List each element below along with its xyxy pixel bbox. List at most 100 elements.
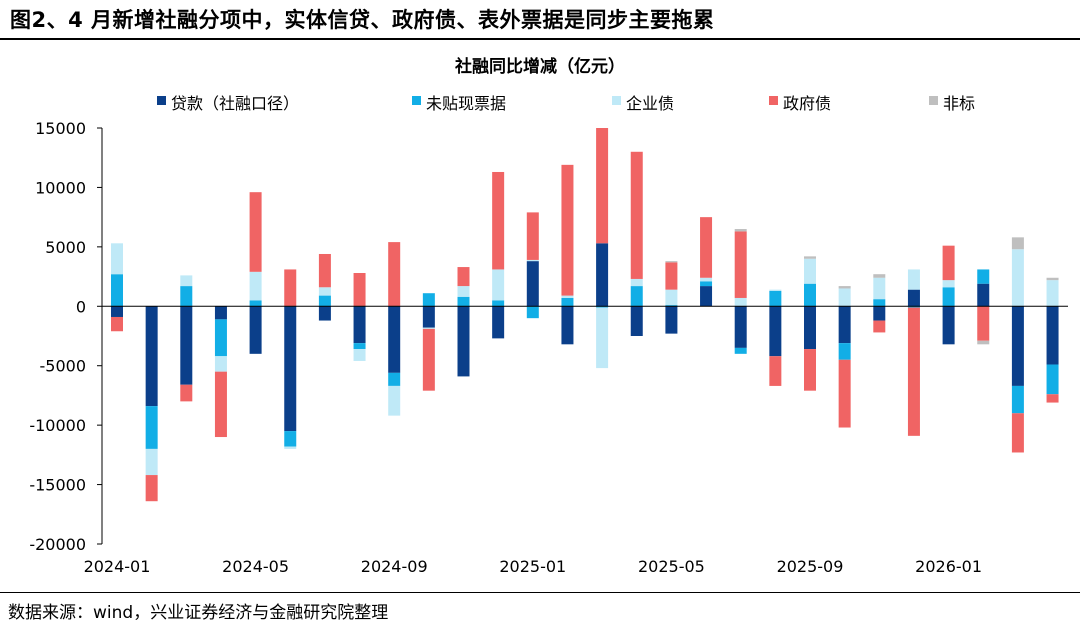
y-tick-label: -20000 [29, 535, 86, 554]
bar-gov_bonds-2025-12 [907, 307, 920, 436]
bar-gov_bonds-2026-01 [942, 245, 955, 281]
chart-title: 社融同比增减（亿元） [455, 57, 625, 77]
bar-bills-2024-08 [353, 343, 366, 350]
legend-label-non-standard: 非标 [943, 94, 976, 113]
bar-gov_bonds-2024-01 [111, 316, 123, 332]
bar-corp_bonds-2025-09 [804, 258, 816, 284]
x-tick-label: 2025-01 [499, 557, 566, 576]
bar-loans-2024-07 [318, 306, 331, 321]
bar-loans-2025-01 [526, 261, 539, 307]
bar-corp_bonds-2024-03 [180, 275, 193, 287]
bar-bills-2024-10 [422, 293, 435, 307]
bar-loans-2024-01 [111, 306, 123, 317]
bar-corp_bonds-2024-02 [145, 448, 158, 476]
bar-bills-2025-06 [700, 281, 713, 287]
legend-item-corp-bonds: 企业债 [612, 90, 675, 113]
y-tick-label: 5000 [45, 238, 86, 257]
bar-gov_bonds-2026-04 [1046, 394, 1059, 403]
legend-item-non-standard: 非标 [929, 90, 976, 113]
bar-loans-2025-05 [665, 306, 678, 334]
bar-gov_bonds-2025-07 [734, 231, 747, 298]
bar-gov_bonds-2025-11 [873, 320, 886, 333]
bar-loans-2025-09 [804, 306, 816, 350]
bar-gov_bonds-2024-12 [492, 171, 505, 270]
legend-swatch-gov-bonds [769, 95, 778, 105]
bar-bills-2025-04 [630, 286, 643, 307]
figure-title: 图2、4 月新增社融分项中，实体信贷、政府债、表外票据是同步主要拖累 [10, 8, 715, 32]
bar-gov_bonds-2024-10 [422, 328, 435, 391]
bar-loans-2024-12 [492, 306, 505, 339]
bar-gov_bonds-2025-06 [700, 217, 713, 278]
bar-gov_bonds-2025-03 [596, 128, 609, 244]
bar-corp_bonds-2025-02 [561, 295, 574, 298]
bar-corp_bonds-2026-03 [1011, 249, 1024, 307]
bar-non_standard-2025-07 [734, 229, 747, 232]
bar-corp_bonds-2025-05 [665, 289, 678, 306]
bar-bills-2024-06 [284, 431, 297, 447]
x-tick-label: 2024-05 [222, 557, 289, 576]
y-tick-label: -15000 [29, 476, 86, 495]
x-tick-label: 2025-05 [638, 557, 705, 576]
bar-corp_bonds-2025-06 [700, 277, 713, 282]
bar-non_standard-2025-09 [804, 256, 816, 259]
bar-loans-2025-06 [700, 286, 713, 307]
bar-bills-2025-12 [907, 306, 920, 308]
bar-loans-2026-01 [942, 306, 955, 345]
bar-loans-2024-09 [388, 306, 401, 373]
bar-corp_bonds-2025-04 [630, 278, 643, 287]
bar-bills-2024-07 [318, 295, 331, 307]
bar-bills-2025-09 [804, 283, 816, 307]
legend-item-loans: 贷款（社融口径） [157, 90, 300, 113]
bar-non_standard-2025-05 [665, 261, 678, 263]
bar-loans-2025-07 [734, 306, 747, 348]
bar-loans-2025-08 [769, 306, 782, 357]
legend-label-corp-bonds: 企业债 [626, 94, 675, 113]
bar-corp_bonds-2025-01 [526, 259, 539, 262]
bar-corp_bonds-2026-04 [1046, 280, 1059, 307]
bar-corp_bonds-2024-06 [284, 446, 297, 449]
bar-loans-2024-11 [457, 306, 470, 377]
legend-label-gov-bonds: 政府债 [783, 94, 832, 113]
bar-corp_bonds-2025-07 [734, 297, 747, 307]
bar-gov_bonds-2024-06 [284, 269, 297, 307]
x-tick-label: 2024-01 [84, 557, 151, 576]
bar-loans-2026-02 [977, 283, 990, 307]
bar-loans-2026-04 [1046, 306, 1059, 365]
y-tick-label: -5000 [40, 357, 87, 376]
bar-bills-2025-07 [734, 347, 747, 354]
bar-bills-2024-01 [111, 274, 123, 307]
bar-gov_bonds-2026-03 [1011, 413, 1024, 453]
bar-gov_bonds-2024-02 [145, 475, 158, 502]
bar-bills-2024-02 [145, 406, 158, 449]
bar-loans-2024-05 [249, 306, 262, 354]
legend-label-loans: 贷款（社融口径） [171, 94, 300, 113]
bar-gov_bonds-2025-05 [665, 262, 678, 290]
bar-corp_bonds-2024-09 [388, 385, 401, 416]
bar-corp_bonds-2025-11 [873, 277, 886, 300]
bar-corp_bonds-2026-01 [942, 280, 955, 288]
bar-loans-2025-11 [873, 306, 886, 321]
bar-corp_bonds-2025-03 [596, 307, 609, 369]
bar-loans-2024-08 [353, 306, 366, 344]
y-tick-label: -10000 [29, 416, 86, 435]
bar-gov_bonds-2025-10 [838, 359, 851, 428]
bar-non_standard-2026-04 [1046, 277, 1059, 281]
bar-gov_bonds-2024-08 [353, 273, 366, 307]
bar-corp_bonds-2024-08 [353, 349, 366, 361]
bar-non_standard-2025-11 [873, 274, 886, 278]
legend-label-bills: 未贴现票据 [426, 94, 507, 113]
top-rule [0, 38, 1080, 40]
bar-gov_bonds-2024-03 [180, 384, 193, 402]
bar-bills-2025-05 [665, 305, 678, 307]
bar-corp_bonds-2024-01 [111, 243, 123, 275]
bar-bills-2026-04 [1046, 364, 1059, 395]
bar-loans-2024-02 [145, 306, 158, 407]
bar-gov_bonds-2024-11 [457, 267, 470, 287]
bar-corp_bonds-2024-05 [249, 271, 262, 301]
bar-corp_bonds-2024-11 [457, 286, 470, 297]
bar-non_standard-2025-10 [838, 286, 851, 289]
bar-corp_bonds-2024-10 [422, 327, 435, 329]
bar-corp_bonds-2025-12 [907, 269, 920, 290]
x-tick-label: 2024-09 [361, 557, 428, 576]
bar-corp_bonds-2024-04 [214, 356, 227, 372]
